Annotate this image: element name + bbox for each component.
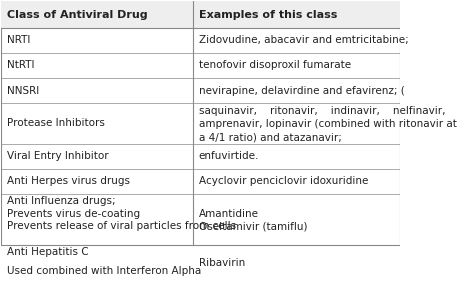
Text: NNSRI: NNSRI	[8, 86, 40, 96]
Text: Ribavirin: Ribavirin	[199, 258, 245, 268]
Text: Prevents release of viral particles from cells: Prevents release of viral particles from…	[8, 221, 237, 231]
Text: enfuvirtide.: enfuvirtide.	[199, 151, 259, 161]
Bar	[1, 1, 400, 245]
Text: Zidovudine, abacavir and emtricitabine;: Zidovudine, abacavir and emtricitabine;	[199, 35, 409, 45]
Text: Anti Herpes virus drugs: Anti Herpes virus drugs	[8, 176, 130, 186]
Text: Examples of this class: Examples of this class	[199, 10, 337, 20]
Text: tenofovir disoproxil fumarate: tenofovir disoproxil fumarate	[199, 61, 351, 70]
Text: Class of Antiviral Drug: Class of Antiviral Drug	[8, 10, 148, 20]
Bar	[1, 1, 400, 28]
Text: Viral Entry Inhibitor: Viral Entry Inhibitor	[8, 151, 109, 161]
Text: Anti Influenza drugs;: Anti Influenza drugs;	[8, 196, 116, 206]
Text: Used combined with Interferon Alpha: Used combined with Interferon Alpha	[8, 266, 201, 276]
Text: NtRTI: NtRTI	[8, 61, 35, 70]
Text: Prevents virus de-coating: Prevents virus de-coating	[8, 209, 140, 219]
Text: Protease Inhibitors: Protease Inhibitors	[8, 119, 105, 128]
Text: Acyclovir penciclovir idoxuridine: Acyclovir penciclovir idoxuridine	[199, 176, 368, 186]
Text: Amantidine: Amantidine	[199, 209, 259, 219]
Text: nevirapine, delavirdine and efavirenz; (: nevirapine, delavirdine and efavirenz; (	[199, 86, 405, 96]
Text: Oseltamivir (tamiflu): Oseltamivir (tamiflu)	[199, 221, 307, 231]
Text: saquinavir,    ritonavir,    indinavir,    nelfinavir,: saquinavir, ritonavir, indinavir, nelfin…	[199, 106, 446, 115]
Text: Anti Hepatitis C: Anti Hepatitis C	[8, 247, 89, 257]
Text: amprenavir, lopinavir (combined with ritonavir at: amprenavir, lopinavir (combined with rit…	[199, 119, 457, 129]
Text: a 4/1 ratio) and atazanavir;: a 4/1 ratio) and atazanavir;	[199, 132, 342, 142]
Text: NRTI: NRTI	[8, 35, 31, 45]
